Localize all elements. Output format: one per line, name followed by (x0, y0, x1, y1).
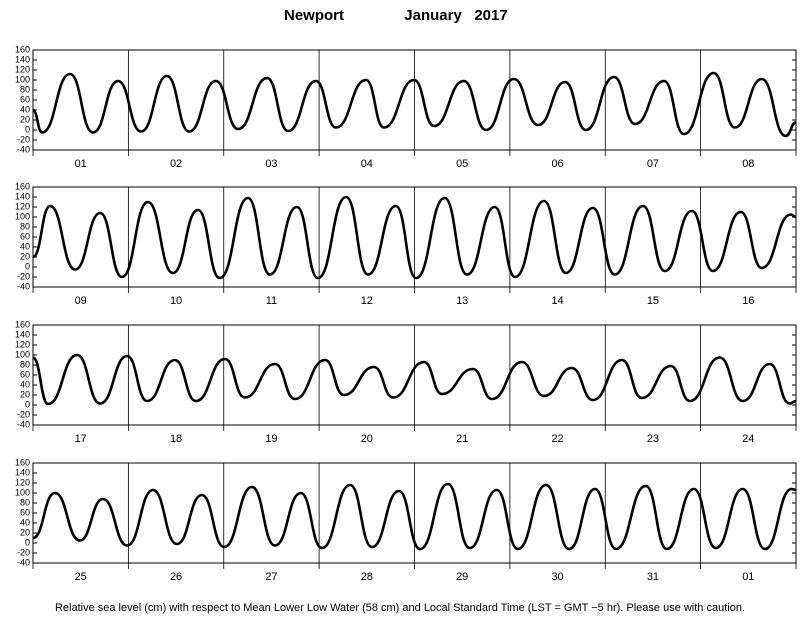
y-tick-label: 160 (15, 44, 30, 54)
day-label: 10 (170, 295, 182, 307)
y-tick-label: 160 (15, 181, 30, 191)
day-label: 27 (265, 571, 277, 583)
day-label: 09 (75, 295, 87, 307)
y-tick-label: 160 (15, 457, 30, 467)
y-tick-label: 80 (20, 497, 30, 507)
y-tick-label: 0 (25, 399, 30, 409)
y-tick-label: 0 (25, 261, 30, 271)
y-tick-label: -40 (17, 557, 30, 567)
y-tick-label: -40 (17, 144, 30, 154)
y-tick-label: 40 (20, 241, 30, 251)
day-label: 16 (742, 295, 754, 307)
day-label: 26 (170, 571, 182, 583)
y-tick-label: 20 (20, 389, 30, 399)
day-label: 24 (742, 433, 754, 445)
y-tick-label: 20 (20, 251, 30, 261)
y-tick-label: 40 (20, 104, 30, 114)
y-tick-label: 60 (20, 507, 30, 517)
tide-line (32, 71, 797, 138)
day-label: 08 (742, 158, 754, 170)
day-label: 23 (647, 433, 659, 445)
day-label: 17 (75, 433, 87, 445)
y-tick-label: 80 (20, 221, 30, 231)
y-tick-label: 80 (20, 84, 30, 94)
day-label: 28 (361, 571, 373, 583)
y-tick-label: 20 (20, 527, 30, 537)
y-tick-label: -20 (17, 271, 30, 281)
y-tick-label: 160 (15, 319, 30, 329)
y-tick-label: 100 (15, 349, 30, 359)
y-tick-label: 20 (20, 114, 30, 124)
day-label: 01 (742, 571, 754, 583)
day-label: 11 (266, 295, 277, 307)
day-label: 30 (551, 571, 563, 583)
day-label: 07 (647, 158, 659, 170)
day-label: 19 (265, 433, 277, 445)
y-tick-label: 120 (15, 64, 30, 74)
day-label: 22 (551, 433, 563, 445)
day-label: 02 (170, 158, 182, 170)
y-tick-label: -20 (17, 409, 30, 419)
y-tick-label: -40 (17, 419, 30, 429)
y-tick-label: -20 (17, 547, 30, 557)
y-tick-label: 100 (15, 211, 30, 221)
day-label: 13 (456, 295, 468, 307)
tide-line (32, 482, 797, 551)
day-label: 14 (551, 295, 563, 307)
day-label: 29 (456, 571, 468, 583)
y-tick-label: 60 (20, 94, 30, 104)
y-tick-label: 120 (15, 477, 30, 487)
chart-title: Newport (284, 7, 344, 24)
y-tick-label: 100 (15, 74, 30, 84)
day-label: 21 (456, 433, 468, 445)
y-tick-label: 100 (15, 487, 30, 497)
day-label: 12 (361, 295, 373, 307)
chart-date: January 2017 (404, 7, 507, 24)
day-label: 25 (75, 571, 87, 583)
y-tick-label: 0 (25, 537, 30, 547)
y-tick-label: -20 (17, 134, 30, 144)
day-label: 06 (551, 158, 563, 170)
day-label: 15 (647, 295, 659, 307)
y-tick-label: 40 (20, 517, 30, 527)
day-label: 03 (265, 158, 277, 170)
y-tick-label: 140 (15, 54, 30, 64)
y-tick-label: 80 (20, 359, 30, 369)
y-tick-label: 120 (15, 201, 30, 211)
day-label: 05 (456, 158, 468, 170)
day-label: 18 (170, 433, 182, 445)
y-tick-label: -40 (17, 281, 30, 291)
y-tick-label: 60 (20, 369, 30, 379)
tide-line (32, 195, 797, 280)
y-tick-label: 0 (25, 124, 30, 134)
day-label: 04 (361, 158, 373, 170)
y-tick-label: 60 (20, 231, 30, 241)
caption: Relative sea level (cm) with respect to … (55, 602, 745, 614)
day-label: 01 (75, 158, 87, 170)
y-tick-label: 40 (20, 379, 30, 389)
day-label: 31 (647, 571, 659, 583)
y-tick-label: 120 (15, 339, 30, 349)
y-tick-label: 140 (15, 329, 30, 339)
day-label: 20 (361, 433, 373, 445)
y-tick-label: 140 (15, 467, 30, 477)
tide-line (31, 353, 797, 406)
y-tick-label: 140 (15, 191, 30, 201)
